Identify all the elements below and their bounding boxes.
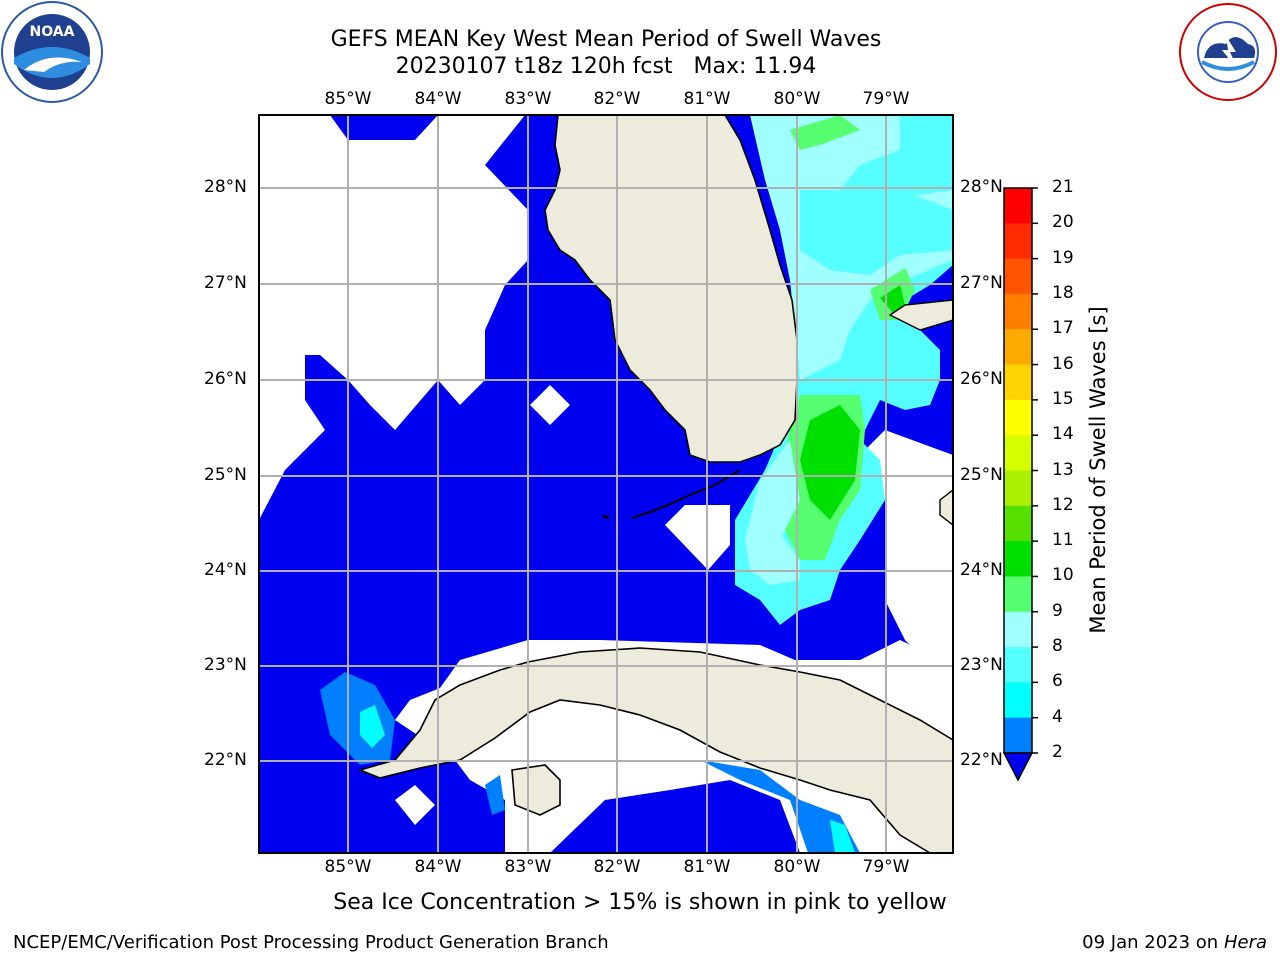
lat-label-left-23n: 23°N [204, 655, 247, 675]
colorbar-tick-label: 9 [1052, 600, 1063, 621]
colorbar-segment [1004, 293, 1032, 330]
colorbar-segment [1004, 717, 1032, 754]
colorbar-segment [1004, 611, 1032, 648]
colorbar-segment [1004, 258, 1032, 295]
colorbar-segment [1004, 470, 1032, 507]
colorbar-tick-label: 14 [1052, 424, 1074, 445]
sea-ice-note: Sea Ice Concentration > 15% is shown in … [333, 890, 947, 915]
graticule [259, 115, 953, 853]
colorbar-tick-label: 12 [1052, 494, 1074, 515]
lat-label-left-22n: 22°N [204, 750, 247, 770]
host-text: Hera [1223, 932, 1267, 953]
lon-label-top-85w: 85°W [324, 89, 372, 109]
colorbar-segment [1004, 435, 1032, 471]
swell-9-10s-north [790, 115, 860, 150]
swell-10-11s-straits [800, 405, 860, 520]
colorbar-frame [1003, 187, 1033, 754]
nws-logo [1179, 3, 1277, 101]
credit-text: NCEP/EMC/Verification Post Processing Pr… [13, 932, 609, 953]
colorbar-segment [1004, 647, 1032, 683]
lon-label-bottom-83w: 83°W [504, 857, 552, 877]
colorbar-extend-arrow [1002, 752, 1034, 782]
lon-label-top-80w: 80°W [773, 89, 821, 109]
lat-label-left-24n: 24°N [204, 560, 247, 580]
colorbar-tick-label: 6 [1052, 671, 1063, 692]
colorbar-tick-label: 11 [1052, 530, 1074, 551]
lat-label-left-26n: 26°N [204, 369, 247, 389]
florida-landmass [544, 115, 798, 463]
colorbar-tick-label: 21 [1052, 177, 1074, 197]
colorbar-tick-label: 10 [1052, 565, 1074, 586]
lat-label-right-22n: 22°N [960, 750, 1003, 770]
colorbar-segment [1004, 682, 1032, 719]
grand-bahama [888, 299, 953, 331]
colorbar-segment [1004, 364, 1032, 401]
lon-label-top-84w: 84°W [414, 89, 462, 109]
swell-4-6s-pinos [485, 775, 505, 815]
lat-label-left-27n: 27°N [204, 273, 247, 293]
svg-text:NOAA: NOAA [30, 24, 75, 40]
swell-10-11s-bahamas [880, 285, 905, 315]
lat-label-right-24n: 24°N [960, 560, 1003, 580]
lat-label-left-28n: 28°N [204, 177, 247, 197]
colorbar-tick-label: 13 [1052, 459, 1074, 480]
colorbar-tick-label: 16 [1052, 353, 1074, 374]
colorbar-tick-label: 18 [1052, 282, 1074, 303]
chart-title: GEFS MEAN Key West Mean Period of Swell … [330, 27, 882, 52]
lon-label-top-83w: 83°W [504, 89, 552, 109]
colorbar-segment [1004, 223, 1032, 260]
isla-juventud [511, 764, 561, 816]
colorbar-segment [1004, 188, 1032, 224]
lon-label-bottom-79w: 79°W [862, 857, 910, 877]
colorbar-segment [1004, 576, 1032, 613]
swell-6-8s-north [800, 190, 953, 275]
lon-label-top-82w: 82°W [593, 89, 641, 109]
lon-label-bottom-81w: 81°W [683, 857, 731, 877]
swell-6-8s-cuba-south [830, 820, 855, 853]
florida-keys [631, 469, 741, 519]
swell-6-8s-yucatan [360, 705, 385, 748]
colorbar-segment [1004, 399, 1032, 436]
lon-label-bottom-80w: 80°W [773, 857, 821, 877]
colorbar-tick-label: 4 [1052, 706, 1063, 727]
colorbar [1004, 187, 1038, 754]
lon-label-bottom-84w: 84°W [414, 857, 462, 877]
lat-label-left-25n: 25°N [204, 465, 247, 485]
lat-label-right-26n: 26°N [960, 369, 1003, 389]
colorbar-tick-label: 2 [1052, 742, 1063, 762]
colorbar-tick-label: 17 [1052, 318, 1074, 339]
noaa-logo: NOAA [1, 1, 103, 103]
lat-label-right-23n: 23°N [960, 655, 1003, 675]
lat-label-right-28n: 28°N [960, 177, 1003, 197]
lat-label-right-27n: 27°N [960, 273, 1003, 293]
colorbar-label: Mean Period of Swell Waves [s] [1086, 306, 1110, 634]
lon-label-bottom-82w: 82°W [593, 857, 641, 877]
swell-4-6s-cuba-south [700, 760, 860, 853]
lon-label-top-79w: 79°W [862, 89, 910, 109]
date-stamp: 09 Jan 2023 on Hera [1082, 932, 1267, 953]
colorbar-tick-label: 19 [1052, 247, 1074, 268]
andros-island [939, 489, 953, 526]
colorbar-segment [1004, 541, 1032, 577]
lon-label-bottom-85w: 85°W [324, 857, 372, 877]
lat-label-right-25n: 25°N [960, 465, 1003, 485]
colorbar-segment [1004, 505, 1032, 542]
swell-8-9s-south [745, 520, 800, 585]
colorbar-tick-label: 15 [1052, 388, 1074, 409]
lon-label-top-81w: 81°W [683, 89, 731, 109]
colorbar-tick-label: 20 [1052, 212, 1074, 233]
map-frame [258, 114, 954, 854]
date-text: 09 Jan 2023 on [1082, 932, 1219, 953]
chart-subtitle: 20230107 t18z 120h fcst Max: 11.94 [395, 54, 817, 79]
colorbar-tick-label: 8 [1052, 636, 1063, 657]
dry-tortugas [602, 514, 610, 520]
colorbar-segment [1004, 329, 1032, 366]
